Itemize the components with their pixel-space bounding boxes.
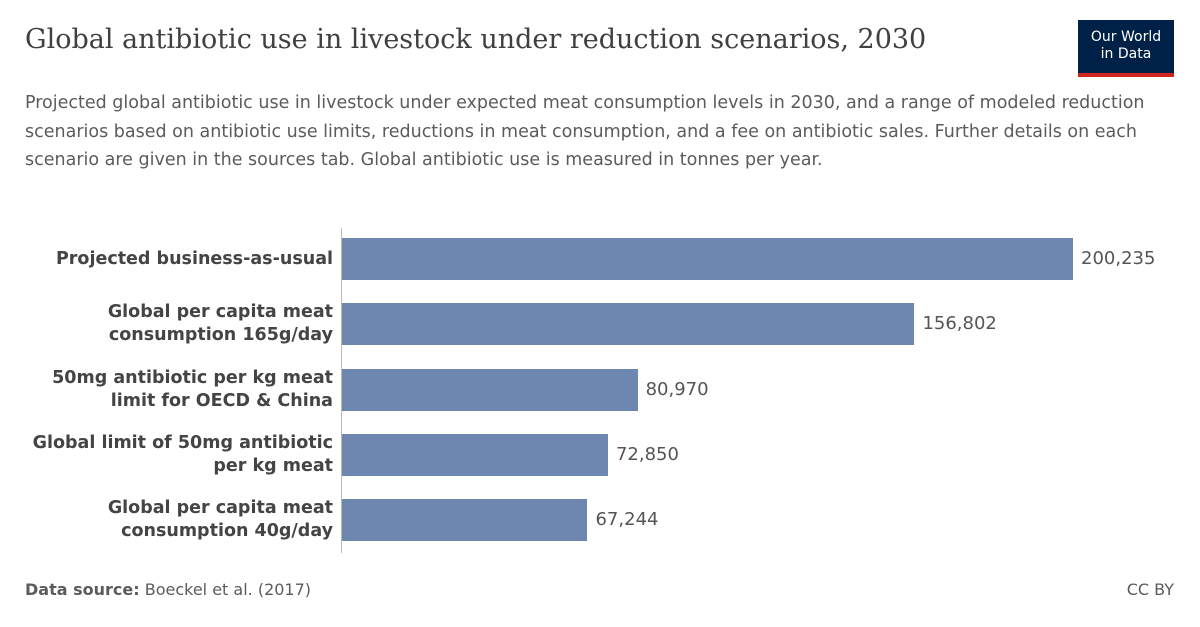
value-label: 156,802 xyxy=(922,313,997,335)
chart-title: Global antibiotic use in livestock under… xyxy=(25,24,927,55)
bar xyxy=(342,303,915,346)
bar xyxy=(342,238,1073,280)
category-label: Global per capita meat consumption 40g/d… xyxy=(107,498,333,542)
chart-subtitle: Projected global antibiotic use in lives… xyxy=(25,93,1145,170)
category-label: 50mg antibiotic per kg meat limit for OE… xyxy=(52,367,333,411)
logo-text: Our World xyxy=(1090,29,1162,45)
category-label: Global per capita meat consumption 165g/… xyxy=(107,302,333,346)
bar xyxy=(342,499,588,542)
axis-line xyxy=(341,228,342,553)
license[interactable]: CC BY xyxy=(1126,580,1174,599)
footer: Data source: Boeckel et al. (2017) xyxy=(25,580,311,599)
value-label: 80,970 xyxy=(645,378,709,400)
logo-text: in Data xyxy=(1100,46,1152,62)
source-label: Data source: xyxy=(25,580,140,599)
category-label: Projected business-as-usual xyxy=(55,248,333,269)
category-label: Global limit of 50mg antibiotic per kg m… xyxy=(32,432,333,476)
source: Boeckel et al. (2017) xyxy=(144,580,312,599)
bar xyxy=(342,368,638,411)
value-label: 72,850 xyxy=(615,443,679,465)
value-label: 67,244 xyxy=(595,509,659,531)
bar xyxy=(342,433,608,476)
value-label: 200,235 xyxy=(1081,248,1156,269)
logo[interactable]: Our World in Data xyxy=(1078,20,1174,77)
